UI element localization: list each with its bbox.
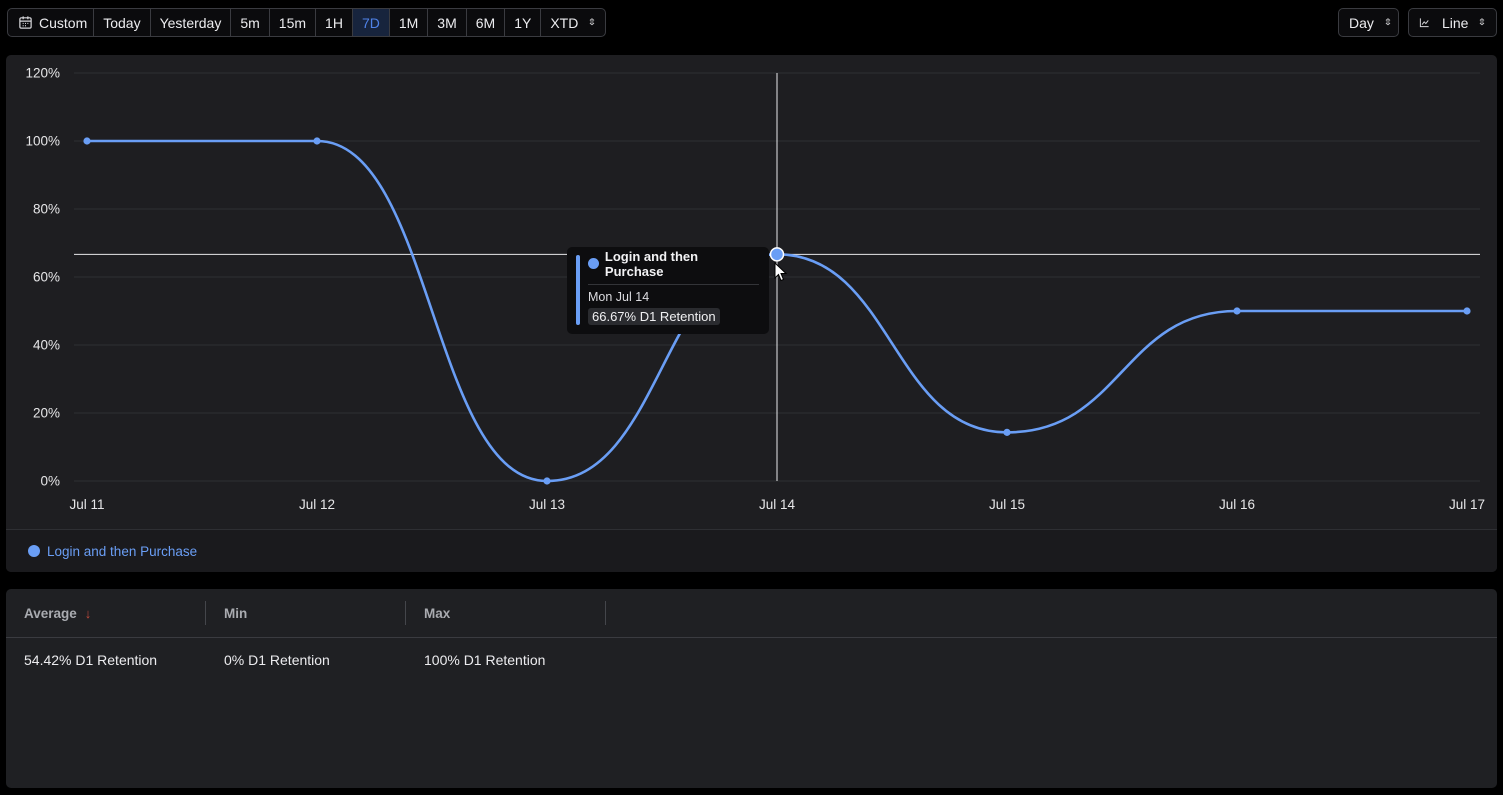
chart-tooltip: Login and then Purchase Mon Jul 14 66.67… — [567, 247, 769, 334]
interval-select[interactable]: Day ⇕ — [1338, 8, 1399, 37]
range-5m-button[interactable]: 5m — [231, 9, 270, 36]
range-xtd-label: XTD — [550, 14, 579, 31]
interval-label: Day — [1349, 14, 1374, 31]
min-column-header[interactable]: Min — [206, 589, 406, 637]
range-xtd-select[interactable]: XTD ⇕ — [541, 9, 605, 36]
data-point[interactable] — [1003, 428, 1011, 436]
min-value: 0% D1 Retention — [224, 652, 330, 668]
table-row: 54.42% D1 Retention 0% D1 Retention 100%… — [6, 638, 1497, 682]
tooltip-series-bar — [576, 255, 580, 325]
tooltip-series-dot — [588, 258, 599, 269]
data-point[interactable] — [83, 137, 91, 145]
calendar-icon — [19, 16, 32, 29]
chart-legend: Login and then Purchase — [6, 529, 1497, 572]
x-tick-label: Jul 13 — [529, 497, 565, 512]
x-tick-label: Jul 12 — [299, 497, 335, 512]
range-7d-button[interactable]: 7D — [352, 9, 390, 36]
x-tick-label: Jul 14 — [759, 497, 796, 512]
line-chart-icon — [1419, 18, 1429, 28]
average-header-label: Average — [24, 605, 77, 621]
custom-range-button[interactable]: Custom — [8, 9, 95, 36]
x-tick-label: Jul 17 — [1449, 497, 1485, 512]
custom-range-label: Custom — [39, 14, 88, 31]
stats-table: Average ↓ Min Max 54.42% D1 Retention 0%… — [6, 589, 1497, 788]
legend-series-label[interactable]: Login and then Purchase — [47, 543, 198, 559]
average-column-header[interactable]: Average ↓ — [6, 589, 206, 637]
time-range-selector: Custom Today Yesterday 5m 15m 1H 7D 1M 3… — [7, 8, 606, 37]
max-value: 100% D1 Retention — [424, 652, 546, 668]
hovered-data-point[interactable] — [769, 247, 785, 262]
average-value: 54.42% D1 Retention — [24, 652, 158, 668]
range-3m-button[interactable]: 3M — [428, 9, 467, 36]
data-point[interactable] — [1233, 307, 1241, 315]
range-1m-button[interactable]: 1M — [390, 9, 429, 36]
range-6m-button[interactable]: 6M — [467, 9, 506, 36]
tooltip-series-name: Login and then Purchase — [604, 248, 699, 279]
min-header-label: Min — [224, 605, 248, 621]
data-point[interactable] — [543, 477, 551, 485]
y-tick-label: 80% — [33, 202, 60, 217]
range-today-button[interactable]: Today — [94, 9, 151, 36]
mouse-cursor-icon — [774, 262, 788, 282]
y-tick-label: 20% — [33, 406, 60, 421]
chart-panel: 0% 20% 40% 60% 80% 100% 120% Jul 11 Jul 12 Jul 13… — [6, 55, 1497, 572]
range-15m-button[interactable]: 15m — [270, 9, 317, 36]
x-tick-label: Jul 11 — [69, 497, 104, 512]
max-column-header[interactable]: Max — [406, 589, 606, 637]
range-1h-button[interactable]: 1H — [316, 9, 353, 36]
range-1y-button[interactable]: 1Y — [505, 9, 542, 36]
y-tick-label: 100% — [25, 134, 60, 149]
line-chart[interactable]: 0% 20% 40% 60% 80% 100% 120% Jul 11 Jul 12 Jul 13… — [6, 55, 1497, 529]
range-yesterday-button[interactable]: Yesterday — [151, 9, 232, 36]
tooltip-value: 66.67% D1 Retention — [588, 308, 720, 325]
legend-series-dot — [28, 545, 40, 557]
stats-header-row: Average ↓ Min Max — [6, 589, 1497, 638]
tooltip-divider — [588, 284, 759, 285]
chevron-updown-icon: ⇕ — [1477, 17, 1487, 27]
chevron-updown-icon: ⇕ — [587, 17, 597, 27]
max-header-label: Max — [424, 605, 451, 621]
chart-type-select[interactable]: Line ⇕ — [1408, 8, 1497, 37]
chevron-updown-icon: ⇕ — [1383, 17, 1393, 27]
y-tick-label: 120% — [25, 66, 60, 81]
data-point[interactable] — [313, 137, 321, 145]
sort-descending-icon: ↓ — [84, 605, 92, 621]
x-tick-label: Jul 16 — [1219, 497, 1255, 512]
chart-type-label: Line — [1441, 14, 1469, 31]
y-tick-label: 0% — [40, 474, 60, 489]
tooltip-date: Mon Jul 14 — [588, 290, 650, 304]
x-tick-label: Jul 15 — [989, 497, 1025, 512]
tooltip-title: Login and then Purchase — [588, 249, 759, 279]
y-tick-label: 60% — [33, 270, 60, 285]
y-tick-label: 40% — [33, 338, 60, 353]
data-point[interactable] — [1463, 307, 1471, 315]
